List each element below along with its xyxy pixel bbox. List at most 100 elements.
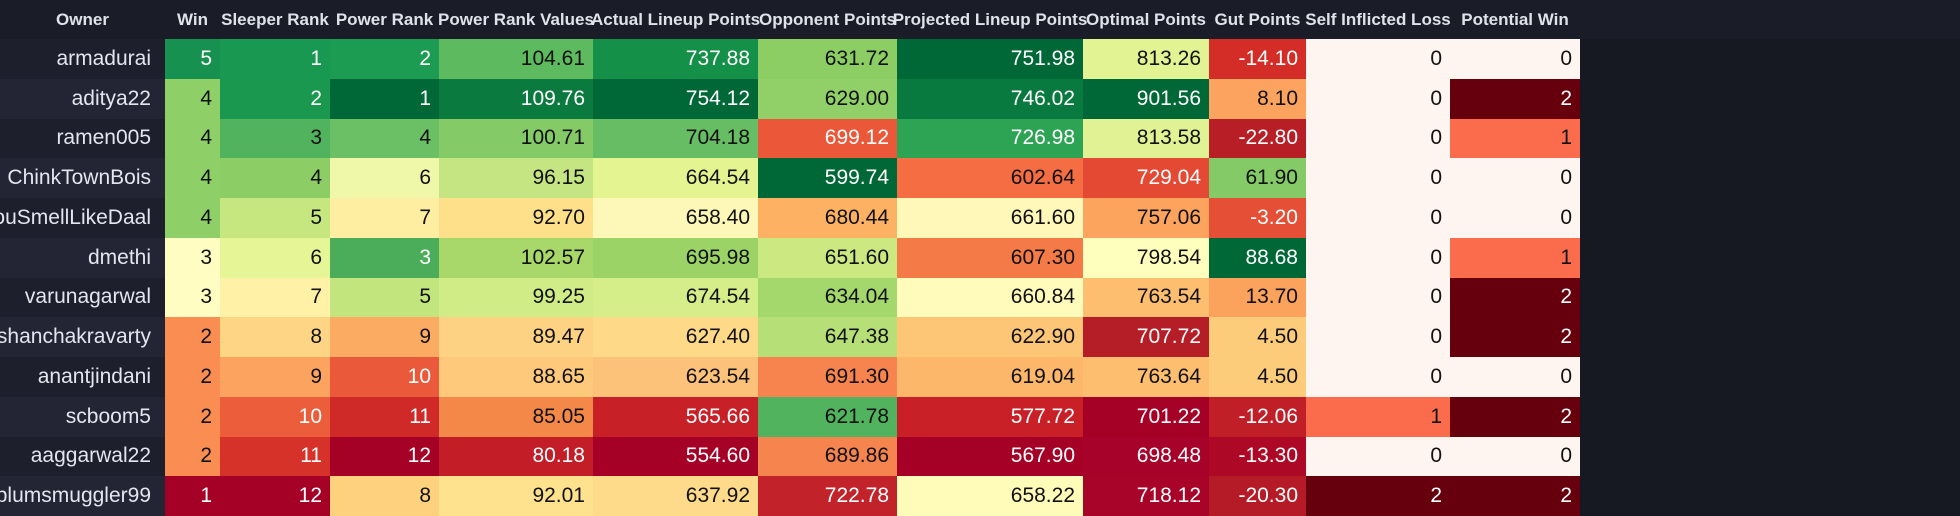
table-row: ramen005 4 3 4 100.71 704.18 699.12 726.98 813.5… [0,118,1960,159]
table-row: aaggarwal22 2 11 12 80.18 554.60 689.86 567.90 6… [0,436,1960,477]
opponent-points-cell: 699.12 [758,118,897,159]
win-cell: 3 [165,237,220,278]
win-cell: 2 [165,436,220,477]
potential-win-cell: 2 [1450,317,1580,357]
owner-cell: scboom5 [0,396,165,437]
actual-lineup-points-cell: 664.54 [593,158,758,198]
column-header-power-rank[interactable]: Power Rank [335,9,434,29]
opponent-points-cell: 634.04 [758,277,897,318]
self-inflicted-loss-cell: 0 [1306,198,1450,238]
projected-lineup-points-cell: 660.84 [897,277,1083,318]
sleeper-rank-cell: 4 [220,158,330,198]
sleeper-rank-cell: 12 [220,476,330,516]
sleeper-rank-cell: 1 [220,39,330,79]
opponent-points-cell: 647.38 [758,317,897,357]
power-rank-cell: 2 [330,39,439,79]
owner-cell: anantjindani [0,357,165,397]
power-rank-cell: 10 [330,357,439,397]
potential-win-cell: 2 [1450,396,1580,437]
column-header-gut-points[interactable]: Gut Points [1214,9,1301,29]
projected-lineup-points-cell: 751.98 [897,39,1083,79]
power-rank-values-cell: 80.18 [439,436,593,477]
gut-points-cell: -14.10 [1209,39,1306,79]
owner-cell: aditya22 [0,78,165,119]
optimal-points-cell: 729.04 [1083,158,1209,198]
win-cell: 5 [165,39,220,79]
self-inflicted-loss-cell: 0 [1306,118,1450,159]
column-header-owner[interactable]: Owner [56,9,109,29]
table-row: dmethi 3 6 3 102.57 695.98 651.60 607.30 798.54 8… [0,237,1960,278]
self-inflicted-loss-cell: 1 [1306,396,1450,437]
self-inflicted-loss-cell: 0 [1306,78,1450,119]
win-cell: 2 [165,396,220,437]
self-inflicted-loss-cell: 0 [1306,357,1450,397]
optimal-points-cell: 698.48 [1083,436,1209,477]
column-header-sleeper-rank[interactable]: Sleeper Rank [221,9,329,29]
power-rank-values-cell: 99.25 [439,277,593,318]
table-row: ishanchakravarty 2 8 9 89.47 627.40 647.38 622.… [0,317,1960,357]
power-rank-values-cell: 109.76 [439,78,593,119]
actual-lineup-points-cell: 695.98 [593,237,758,278]
column-header-power-rank-values[interactable]: Power Rank Values [438,9,594,29]
optimal-points-cell: 798.54 [1083,237,1209,278]
power-rank-cell: 6 [330,158,439,198]
projected-lineup-points-cell: 726.98 [897,118,1083,159]
actual-lineup-points-cell: 658.40 [593,198,758,238]
gut-points-cell: -3.20 [1209,198,1306,238]
potential-win-cell: 1 [1450,237,1580,278]
sleeper-rank-cell: 2 [220,78,330,119]
table-row: anantjindani 2 9 10 88.65 623.54 691.30 619.04 7… [0,357,1960,397]
owner-cell: varunagarwal [0,277,165,318]
column-header-potential-win[interactable]: Potential Win [1461,9,1569,29]
power-rank-values-cell: 96.15 [439,158,593,198]
column-header-opponent-points[interactable]: Opponent Points [759,9,896,29]
gut-points-cell: 61.90 [1209,158,1306,198]
gut-points-cell: -13.30 [1209,436,1306,477]
column-header-optimal-points[interactable]: Optimal Points [1086,9,1206,29]
self-inflicted-loss-cell: 0 [1306,39,1450,79]
column-header-self-inflicted-loss[interactable]: Self Inflicted Loss [1305,9,1451,29]
power-rank-cell: 11 [330,396,439,437]
power-rank-cell: 5 [330,277,439,318]
optimal-points-cell: 813.26 [1083,39,1209,79]
column-header-projected-lineup-points[interactable]: Projected Lineup Points [892,9,1088,29]
power-rank-values-cell: 100.71 [439,118,593,159]
power-rank-values-cell: 104.61 [439,39,593,79]
optimal-points-cell: 701.22 [1083,396,1209,437]
table-row: aditya22 4 2 1 109.76 754.12 629.00 746.02 901.5… [0,78,1960,119]
potential-win-cell: 2 [1450,277,1580,318]
column-header-win[interactable]: Win [176,9,208,29]
projected-lineup-points-cell: 658.22 [897,476,1083,516]
owner-cell: YouSmellLikeDaal [0,198,165,238]
power-rank-cell: 4 [330,118,439,159]
column-header-actual-lineup-points[interactable]: Actual Lineup Points [590,9,761,29]
gut-points-cell: -12.06 [1209,396,1306,437]
owner-cell: ishanchakravarty [0,317,165,357]
opponent-points-cell: 689.86 [758,436,897,477]
opponent-points-cell: 722.78 [758,476,897,516]
optimal-points-cell: 901.56 [1083,78,1209,119]
table-body: armadurai 5 1 2 104.61 737.88 631.72 751.98 813.… [0,39,1960,516]
win-cell: 4 [165,198,220,238]
sleeper-rank-cell: 7 [220,277,330,318]
sleeper-rank-cell: 11 [220,436,330,477]
projected-lineup-points-cell: 619.04 [897,357,1083,397]
win-cell: 4 [165,78,220,119]
opponent-points-cell: 651.60 [758,237,897,278]
opponent-points-cell: 621.78 [758,396,897,437]
actual-lineup-points-cell: 754.12 [593,78,758,119]
optimal-points-cell: 757.06 [1083,198,1209,238]
potential-win-cell: 0 [1450,39,1580,79]
win-cell: 2 [165,357,220,397]
actual-lineup-points-cell: 737.88 [593,39,758,79]
actual-lineup-points-cell: 704.18 [593,118,758,159]
sleeper-rank-cell: 6 [220,237,330,278]
projected-lineup-points-cell: 622.90 [897,317,1083,357]
projected-lineup-points-cell: 607.30 [897,237,1083,278]
owner-cell: ramen005 [0,118,165,159]
potential-win-cell: 0 [1450,198,1580,238]
power-rank-values-cell: 92.01 [439,476,593,516]
win-cell: 4 [165,118,220,159]
self-inflicted-loss-cell: 2 [1306,476,1450,516]
owner-cell: plumsmuggler99 [0,476,165,516]
